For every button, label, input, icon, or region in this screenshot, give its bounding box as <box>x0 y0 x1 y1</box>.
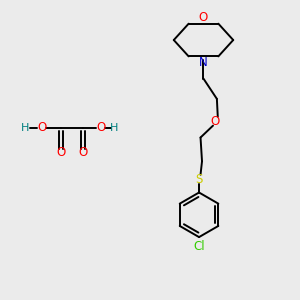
Text: O: O <box>56 146 65 160</box>
Text: N: N <box>199 56 208 69</box>
Text: O: O <box>96 121 106 134</box>
Text: O: O <box>79 146 88 160</box>
Text: H: H <box>110 123 118 133</box>
Text: O: O <box>37 121 46 134</box>
Text: Cl: Cl <box>193 240 205 253</box>
Text: H: H <box>21 123 29 133</box>
Text: O: O <box>211 115 220 128</box>
Text: O: O <box>199 11 208 24</box>
Text: S: S <box>195 172 203 186</box>
